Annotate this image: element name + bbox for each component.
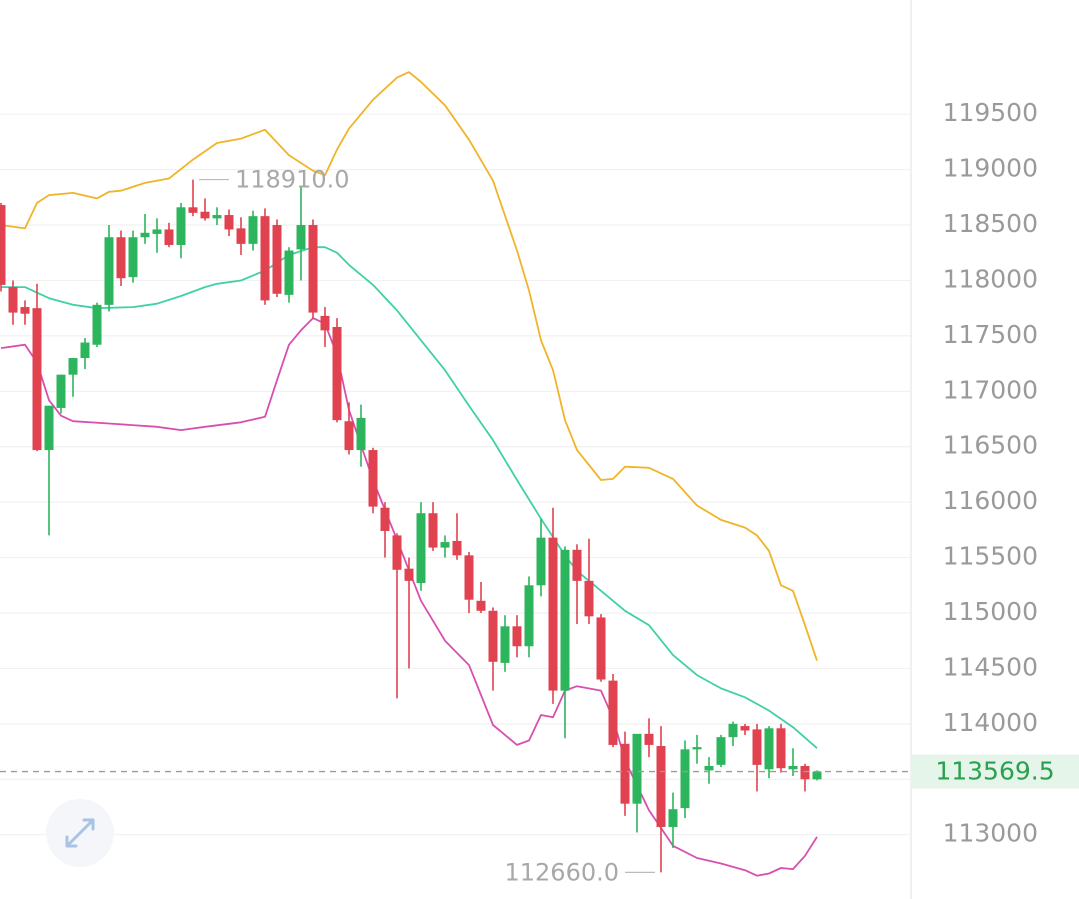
candle-body	[8, 287, 18, 313]
candle-body	[752, 729, 762, 765]
candle-body	[224, 215, 234, 230]
candle-body	[728, 723, 738, 738]
y-tick-label: 119000	[943, 154, 1038, 183]
candle-body	[536, 537, 546, 586]
candle-body	[488, 610, 498, 662]
expand-button[interactable]	[46, 799, 114, 867]
candle-body	[284, 250, 294, 295]
bands	[0, 71, 818, 877]
candle-body	[32, 308, 42, 451]
last-price-box	[912, 754, 1079, 789]
candle-body	[572, 549, 582, 581]
candle-body	[260, 216, 270, 301]
candle-body	[596, 617, 606, 680]
candle-body	[692, 747, 702, 750]
candle-body	[68, 358, 78, 375]
candle-body	[764, 728, 774, 770]
candle-body	[104, 237, 114, 305]
candle-body	[704, 765, 714, 771]
candle-body	[680, 749, 690, 809]
candle-body	[176, 207, 186, 245]
candle-body	[56, 374, 66, 408]
candle-body	[80, 342, 90, 359]
candle-body	[620, 743, 630, 804]
candle-body	[584, 580, 594, 617]
candle-body	[356, 417, 366, 451]
candle-body	[164, 229, 174, 245]
y-tick-label: 118500	[943, 209, 1038, 238]
candle-body	[368, 450, 378, 507]
last-price-label: 113569.5	[935, 757, 1054, 786]
candle-body	[236, 228, 246, 244]
band-line	[0, 317, 818, 877]
candle-body	[404, 568, 414, 581]
grid: 1130001135001140001145001150001155001160…	[0, 98, 1038, 848]
candle-body	[500, 626, 510, 663]
candle-body	[188, 207, 198, 213]
candle-body	[380, 507, 390, 531]
annotation-label: 118910.0	[235, 166, 350, 194]
band-line	[0, 71, 818, 661]
candle-body	[656, 746, 666, 827]
y-tick-label: 114000	[943, 708, 1038, 737]
candles	[0, 179, 822, 873]
candle-body	[296, 225, 306, 250]
y-tick-label: 115500	[943, 542, 1038, 571]
candle-body	[812, 771, 822, 780]
candle-body	[548, 537, 558, 691]
candle-body	[440, 542, 450, 548]
candle-body	[716, 737, 726, 765]
candle-body	[92, 304, 102, 345]
candle-body	[20, 307, 30, 314]
candle-body	[512, 626, 522, 647]
candle-body	[428, 513, 438, 548]
candle-body	[140, 232, 150, 238]
y-tick-label: 115000	[943, 597, 1038, 626]
last-price: 113569.5	[0, 754, 1079, 789]
candle-body	[464, 555, 474, 600]
candle-body	[272, 225, 282, 294]
y-tick-label: 118000	[943, 264, 1038, 293]
candle-body	[668, 809, 678, 827]
candle-body	[740, 726, 750, 731]
candle-body	[452, 540, 462, 556]
candle-body	[212, 215, 222, 219]
candle-body	[152, 229, 162, 234]
candle-body	[476, 600, 486, 611]
candle-body	[320, 315, 330, 331]
y-tick-label: 113000	[943, 819, 1038, 848]
candle-body	[308, 225, 318, 313]
annotations: 118910.0 112660.0	[199, 166, 655, 886]
candle-body	[644, 733, 654, 745]
band-line	[1, 246, 818, 749]
expand-icon[interactable]	[65, 818, 95, 848]
candle-body	[200, 211, 210, 219]
candle-body	[632, 733, 642, 804]
candle-body	[392, 535, 402, 570]
candle-body	[344, 421, 354, 451]
annotation-label: 112660.0	[504, 858, 619, 886]
candle-body	[800, 765, 810, 780]
candle-body	[608, 680, 618, 745]
candle-body	[776, 728, 786, 769]
y-tick-label: 117500	[943, 320, 1038, 349]
candle-body	[248, 216, 258, 244]
candle-body	[560, 549, 570, 691]
y-tick-label: 117000	[943, 375, 1038, 404]
y-tick-label: 116500	[943, 431, 1038, 460]
candle-body	[44, 405, 54, 451]
candle-body	[416, 513, 426, 584]
candle-body	[332, 327, 342, 421]
candle-body	[524, 585, 534, 647]
candle-body	[128, 237, 138, 278]
candle-body	[0, 205, 6, 285]
candle-body	[116, 237, 126, 279]
y-tick-label: 116000	[943, 486, 1038, 515]
y-tick-label: 119500	[943, 98, 1038, 127]
candle-body	[788, 765, 798, 770]
y-tick-label: 114500	[943, 652, 1038, 681]
